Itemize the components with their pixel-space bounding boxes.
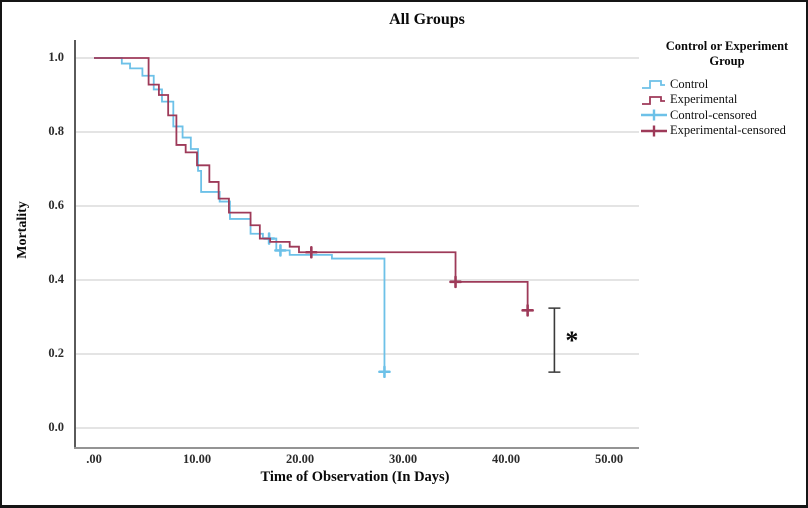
censor-mark-control xyxy=(378,365,391,379)
y-axis-title: Mortality xyxy=(15,201,30,259)
y-tick-label: 0.2 xyxy=(48,346,64,360)
censor-plus-icon xyxy=(641,109,667,121)
x-tick-label: 40.00 xyxy=(491,452,521,466)
legend-item-label: Control xyxy=(670,76,709,91)
y-tick-label: 1.0 xyxy=(48,50,64,64)
step-line-icon xyxy=(642,80,665,89)
legend-item-control: Control xyxy=(641,77,708,92)
legend-item-experimental-censored: Experimental-censored xyxy=(641,123,786,138)
y-tick-label: 0.0 xyxy=(48,420,64,434)
censor-mark-experimental xyxy=(449,275,462,289)
x-tick-label: 50.00 xyxy=(594,452,624,466)
x-tick-label: .00 xyxy=(86,452,102,466)
legend-item-control-censored: Control-censored xyxy=(641,108,757,123)
y-tick-label: 0.8 xyxy=(48,124,64,138)
survival-curve-control xyxy=(94,57,386,372)
x-tick-label: 20.00 xyxy=(285,452,315,466)
y-tick-label: 0.4 xyxy=(48,272,64,286)
censor-mark-control xyxy=(274,244,287,257)
x-tick-label: 10.00 xyxy=(182,452,212,466)
legend-item-experimental: Experimental xyxy=(641,92,737,107)
survival-curve-experimental xyxy=(94,57,529,311)
censor-mark-experimental xyxy=(521,304,534,317)
legend-item-label: Control-censored xyxy=(670,107,757,122)
censor-mark-experimental xyxy=(305,245,318,259)
step-line-icon xyxy=(642,95,665,105)
significance-error-bar xyxy=(548,307,561,373)
chart-title: All Groups xyxy=(389,11,465,28)
legend-item-label: Experimental-censored xyxy=(670,123,786,137)
legend-item-label: Experimental xyxy=(670,92,738,106)
legend-title: Control or Experiment Group xyxy=(665,39,789,68)
x-axis-title: Time of Observation (In Days) xyxy=(260,469,450,485)
y-tick-label: 0.6 xyxy=(48,198,64,212)
x-tick-label: 30.00 xyxy=(388,452,418,466)
significance-asterisk: * xyxy=(565,326,578,355)
censor-plus-icon xyxy=(641,125,667,136)
